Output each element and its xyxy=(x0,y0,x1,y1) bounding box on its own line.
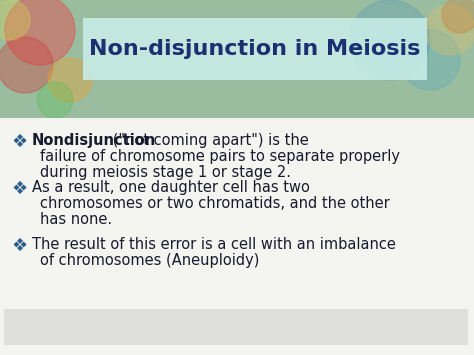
Bar xyxy=(4,309,468,345)
Text: has none.: has none. xyxy=(40,212,112,227)
Circle shape xyxy=(350,0,430,80)
Circle shape xyxy=(0,0,30,40)
Text: Non-disjunction in Meiosis: Non-disjunction in Meiosis xyxy=(89,39,421,59)
Circle shape xyxy=(0,37,53,93)
Bar xyxy=(0,118,474,355)
Text: ❖: ❖ xyxy=(12,237,28,255)
Circle shape xyxy=(442,0,474,33)
Text: ("not coming apart") is the: ("not coming apart") is the xyxy=(108,133,309,148)
Text: chromosomes or two chromatids, and the other: chromosomes or two chromatids, and the o… xyxy=(40,196,390,211)
Circle shape xyxy=(5,0,75,65)
Circle shape xyxy=(37,82,73,118)
Circle shape xyxy=(425,5,474,55)
Text: during meiosis stage 1 or stage 2.: during meiosis stage 1 or stage 2. xyxy=(40,165,291,180)
Circle shape xyxy=(48,58,92,102)
FancyBboxPatch shape xyxy=(83,18,427,80)
Text: ❖: ❖ xyxy=(12,133,28,151)
Text: ❖: ❖ xyxy=(12,180,28,198)
Text: Nondisjunction: Nondisjunction xyxy=(32,133,156,148)
Text: of chromosomes (Aneuploidy): of chromosomes (Aneuploidy) xyxy=(40,253,259,268)
Circle shape xyxy=(400,30,460,90)
Text: failure of chromosome pairs to separate properly: failure of chromosome pairs to separate … xyxy=(40,149,400,164)
Text: The result of this error is a cell with an imbalance: The result of this error is a cell with … xyxy=(32,237,396,252)
Bar xyxy=(0,0,474,118)
Text: As a result, one daughter cell has two: As a result, one daughter cell has two xyxy=(32,180,310,195)
